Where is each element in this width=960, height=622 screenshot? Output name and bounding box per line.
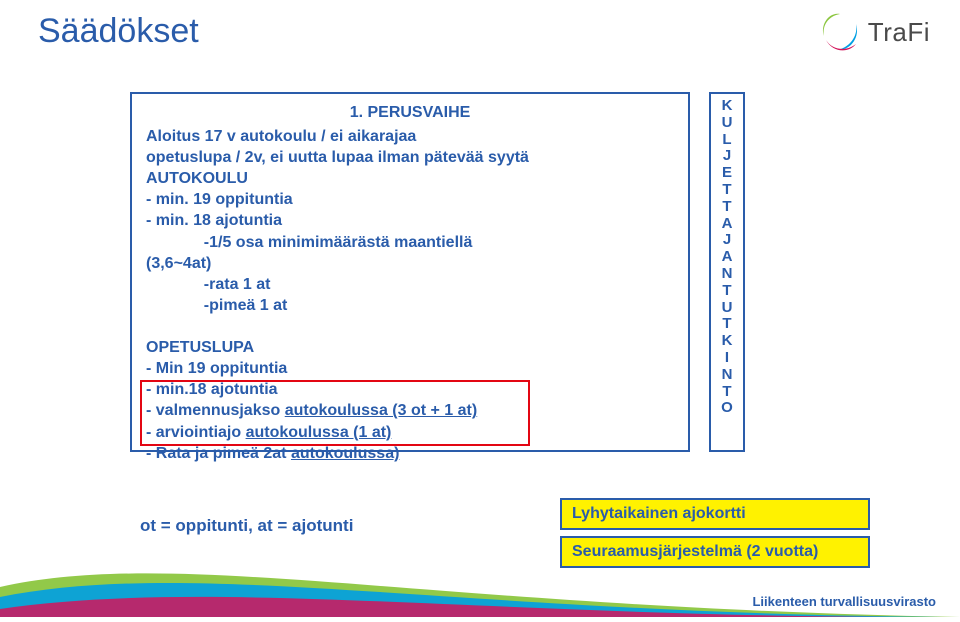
footer-text: Liikenteen turvallisuusvirasto <box>752 594 936 609</box>
vertical-letter: K <box>711 333 743 350</box>
vertical-letter: A <box>711 249 743 266</box>
phase-line: OPETUSLUPA <box>146 337 674 358</box>
logo-swirl-icon <box>818 10 862 54</box>
legend: ot = oppitunti, at = ajotunti <box>140 516 353 536</box>
phase-line: Aloitus 17 v autokoulu / ei aikarajaa <box>146 126 674 147</box>
vertical-letter: U <box>711 115 743 132</box>
vertical-letter: U <box>711 300 743 317</box>
vertical-letter: T <box>711 283 743 300</box>
vertical-letter: E <box>711 165 743 182</box>
vertical-letter: T <box>711 199 743 216</box>
vertical-letter: N <box>711 367 743 384</box>
phase-line: -pimeä 1 at <box>146 295 674 316</box>
phase-heading: 1. PERUSVAIHE <box>146 104 674 122</box>
vertical-letter: J <box>711 148 743 165</box>
page-title: Säädökset <box>38 12 199 51</box>
phase-line: - Min 19 oppituntia <box>146 358 674 379</box>
vertical-letter: L <box>711 132 743 149</box>
vertical-letter: J <box>711 232 743 249</box>
vertical-letter: T <box>711 384 743 401</box>
vertical-letter: O <box>711 400 743 417</box>
phase-line: - min. 19 oppituntia <box>146 189 674 210</box>
highlight-box <box>140 380 530 446</box>
vertical-letter: A <box>711 216 743 233</box>
vertical-strip: KULJETTAJANTUTKINTO <box>709 92 745 452</box>
phase-line: opetuslupa / 2v, ei uutta lupaa ilman pä… <box>146 147 674 168</box>
vertical-letter: T <box>711 316 743 333</box>
info-box: Lyhytaikainen ajokortti <box>560 498 870 530</box>
vertical-letter: N <box>711 266 743 283</box>
logo: TraFi <box>818 10 930 54</box>
logo-text: TraFi <box>868 17 930 48</box>
vertical-letter: K <box>711 98 743 115</box>
phase-line: -1/5 osa minimimäärästä maantiellä <box>146 232 674 253</box>
phase-line <box>146 316 674 337</box>
phase-line: - min. 18 ajotuntia <box>146 210 674 231</box>
phase-line: AUTOKOULU <box>146 168 674 189</box>
vertical-letter: I <box>711 350 743 367</box>
phase-line: (3,6~4at) <box>146 253 674 274</box>
info-box: Seuraamusjärjestelmä (2 vuotta) <box>560 536 870 568</box>
vertical-letter: T <box>711 182 743 199</box>
phase-line: -rata 1 at <box>146 274 674 295</box>
